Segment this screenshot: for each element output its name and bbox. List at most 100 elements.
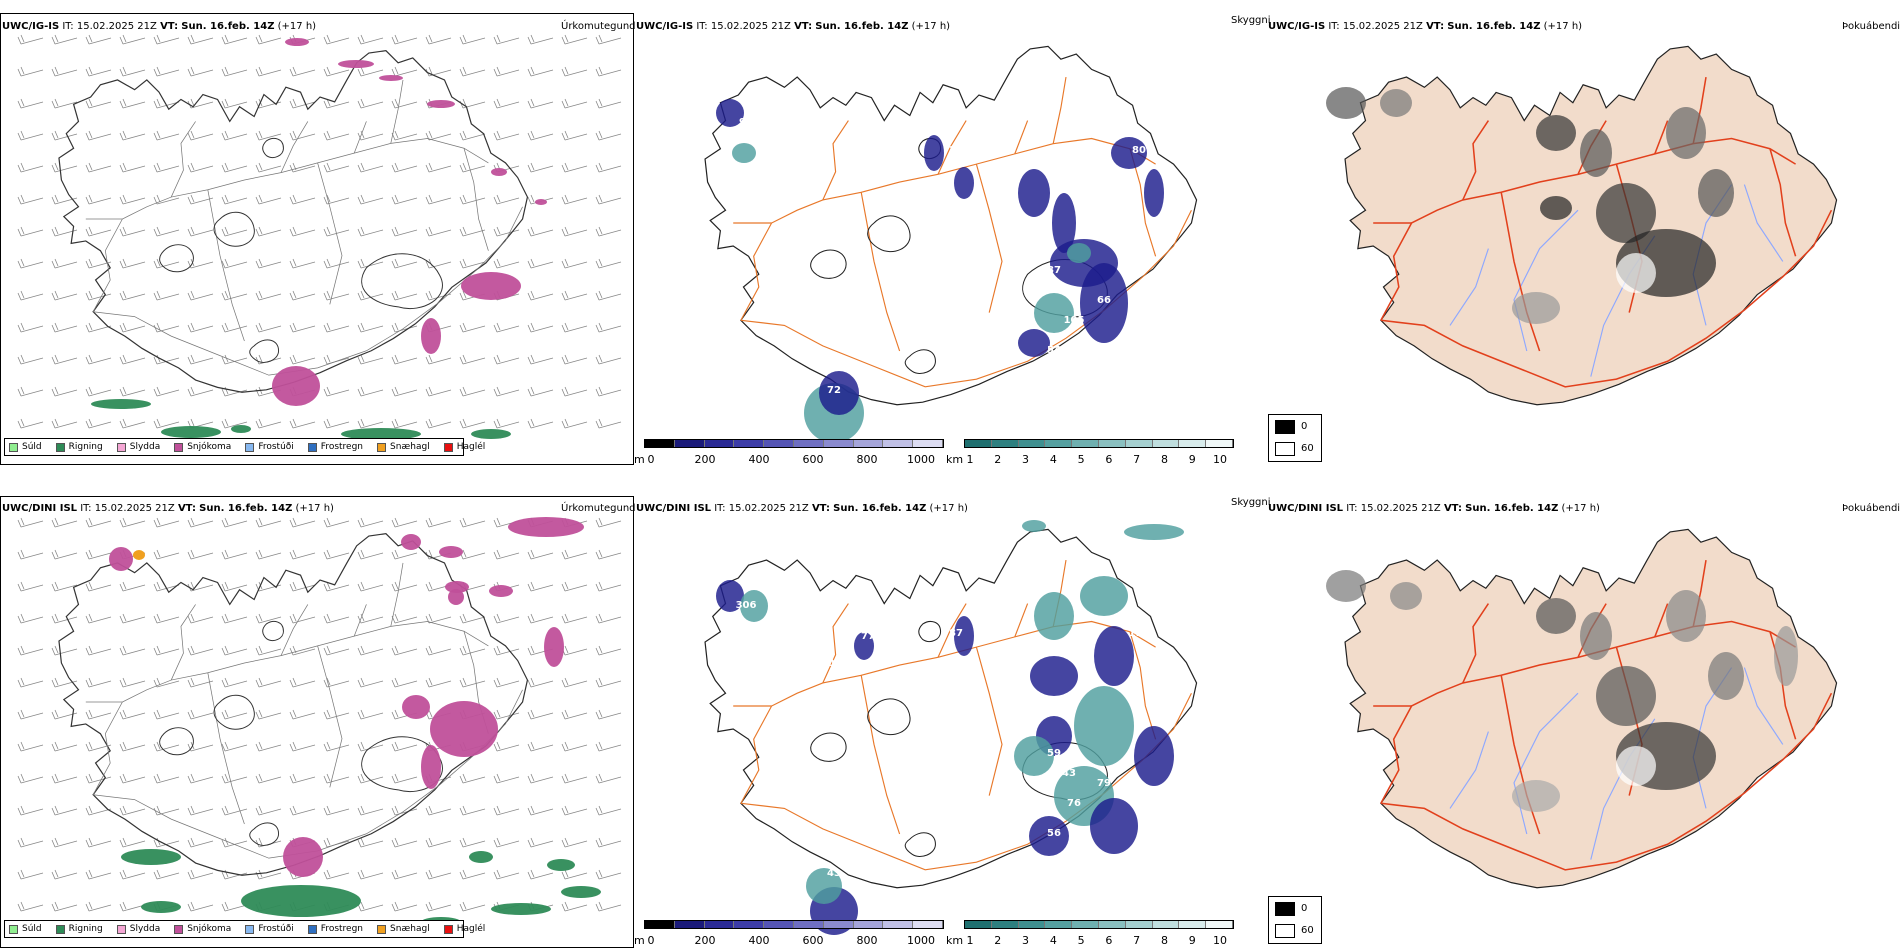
wind-barb [119, 258, 146, 269]
wind-barb [85, 581, 112, 592]
wind-barb [323, 354, 350, 365]
fog-area [1616, 253, 1656, 293]
road-line [390, 79, 404, 144]
wind-barb [17, 34, 44, 45]
wind-barb [391, 677, 418, 688]
visibility-label: 243 [724, 563, 745, 574]
wind-barb [561, 98, 588, 109]
colorbar-tick-label: 4 [1049, 453, 1057, 466]
wind-barb [187, 386, 214, 397]
wind-barb [391, 34, 418, 45]
legend-swatch [174, 442, 184, 452]
visibility-label: 44 [877, 718, 891, 729]
fog-panel-row2 [1266, 496, 1900, 948]
wind-barb [357, 581, 384, 592]
wind-barb [527, 386, 554, 397]
colorbar-tick-label: 400 [748, 934, 770, 947]
wind-barb [493, 837, 520, 848]
wind-barb [187, 354, 214, 365]
precip-legend-row2: Súld Rigning Slydda Snjókoma Frostúði Frostre… [4, 920, 485, 938]
colorbar-segment [674, 921, 705, 928]
wind-barb [357, 354, 384, 365]
wind-barb [527, 290, 554, 301]
legend-swatch [377, 442, 387, 452]
wind-barb [391, 901, 418, 912]
wind-barb [85, 386, 112, 397]
wind-barb [527, 837, 554, 848]
visibility-label: 09 [817, 175, 831, 186]
panel-title-precip-row1: Úrkomutegund [561, 21, 636, 32]
wind-barb [391, 741, 418, 752]
wind-barb [221, 549, 248, 560]
colorbar-segment [1072, 921, 1099, 928]
wind-barb [119, 130, 146, 141]
visibility-label: 43 [1062, 768, 1076, 779]
header-row2-left: UWC/DINI ISL IT: 15.02.2025 21Z VT: Sun.… [2, 503, 334, 514]
fog-legend-row2: 0 60 [1268, 896, 1322, 944]
panel-title-visibility-row2: Skyggni [1231, 497, 1271, 508]
wind-barb [561, 773, 588, 784]
wind-barb [119, 709, 146, 720]
wind-barb [459, 130, 486, 141]
precip-area [430, 701, 498, 757]
wind-barb [17, 194, 44, 205]
wind-barb [561, 677, 588, 688]
glacier-outline [249, 822, 280, 846]
wind-barb [595, 805, 622, 816]
precip-area [231, 425, 251, 433]
legend-item: Snjókoma [174, 924, 231, 934]
colorbar-segments [964, 439, 1234, 448]
precip-area [445, 581, 469, 593]
wind-barb [459, 677, 486, 688]
precip-type-panel-row2 [0, 496, 634, 948]
wind-barb [493, 354, 520, 365]
wind-barb [187, 837, 214, 848]
wind-barb [51, 34, 78, 45]
wind-barb [221, 773, 248, 784]
visibility-label: 105 [1064, 315, 1085, 326]
visibility-area [1030, 656, 1078, 696]
wind-barb [391, 549, 418, 560]
wind-barb [391, 226, 418, 237]
wind-barb [357, 162, 384, 173]
wind-barb [85, 322, 112, 333]
visibility-label: 75 [977, 728, 991, 739]
visibility-area [740, 590, 768, 622]
wind-barb [17, 418, 44, 429]
legend-item: Haglél [443, 442, 485, 452]
legend-label: Haglél [456, 924, 486, 934]
wind-barb [119, 869, 146, 880]
wind-barb [595, 98, 622, 109]
visibility-area [1034, 293, 1074, 333]
wind-barb [187, 741, 214, 752]
wind-barb [85, 645, 112, 656]
road-line [92, 138, 489, 312]
wind-barb [357, 226, 384, 237]
legend-item: Frostúði [245, 442, 294, 452]
wind-barb [17, 517, 44, 528]
wind-barb [459, 418, 486, 429]
visibility-label: 54 [1047, 345, 1061, 356]
fog-legend-max-swatch [1275, 924, 1295, 938]
legend-swatch [307, 924, 317, 934]
fog-area [1774, 626, 1798, 686]
iceland-group [1344, 528, 1838, 889]
visibility-label: 109 [874, 235, 895, 246]
wind-barb [561, 290, 588, 301]
wind-barb [561, 418, 588, 429]
wind-barb [391, 162, 418, 173]
colorbar-segment [793, 440, 824, 447]
wind-barb [51, 741, 78, 752]
wind-barb [221, 869, 248, 880]
wind-barb [391, 386, 418, 397]
colorbar-tick-label: 5 [1077, 934, 1085, 947]
road-line [1462, 120, 1490, 201]
visibility-label: 79 [787, 175, 801, 186]
wind-barb [561, 805, 588, 816]
wind-barb [425, 354, 452, 365]
precip-area [439, 546, 463, 558]
wind-barb [119, 226, 146, 237]
wind-barb [221, 130, 248, 141]
header-row2-right: UWC/DINI ISL IT: 15.02.2025 21Z VT: Sun.… [1268, 503, 1600, 514]
wind-barb [255, 226, 282, 237]
